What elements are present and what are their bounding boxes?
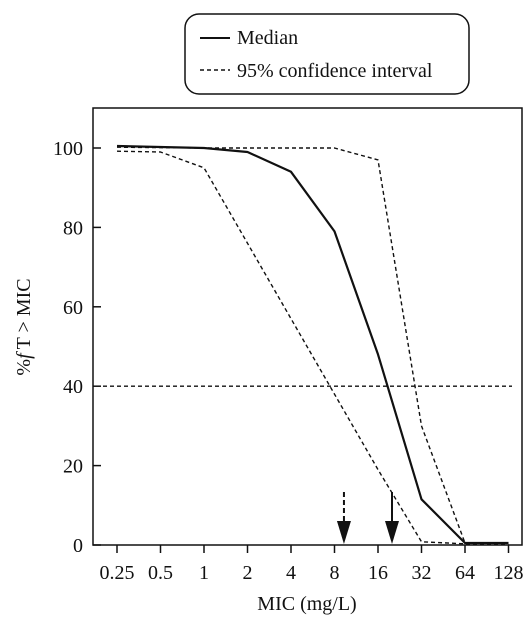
- series-layer: [116, 144, 509, 545]
- x-tick-label: 16: [368, 562, 388, 584]
- dashed-arrow-head: [336, 521, 351, 544]
- legend-median-label: Median: [237, 27, 298, 49]
- x-tick-label: 128: [494, 562, 524, 584]
- x-tick-label: 0.5: [148, 562, 173, 584]
- ci-lower-line: [116, 150, 509, 545]
- y-axis-title-rest: T > MIC: [13, 278, 35, 349]
- y-tick-label: 100: [53, 138, 83, 160]
- y-tick-label: 80: [63, 217, 83, 239]
- y-axis-title-f: f: [13, 351, 35, 359]
- x-tick-label: 32: [412, 562, 432, 584]
- y-axis-title: %f T > MIC: [13, 278, 35, 375]
- y-tick-label: 20: [63, 456, 83, 478]
- arrow-layer: [336, 492, 400, 544]
- ci-upper-line: [116, 146, 509, 544]
- legend-ci-label: 95% confidence interval: [237, 60, 433, 82]
- x-tick-label: 8: [330, 562, 340, 584]
- y-axis-title-prefix: %: [13, 359, 35, 376]
- y-tick-label: 0: [73, 535, 83, 557]
- y-tick-label: 60: [63, 297, 83, 319]
- x-tick-label: 1: [199, 562, 209, 584]
- x-axis: 0.25 0.5 1 2 4 8 16 32 64 128: [100, 545, 524, 584]
- legend: Median 95% confidence interval: [184, 13, 470, 95]
- x-tick-label: 0.25: [100, 562, 135, 584]
- plot-frame: [92, 107, 523, 546]
- y-tick-label: 40: [63, 376, 83, 398]
- legend-box: [184, 13, 470, 95]
- x-tick-label: 2: [243, 562, 253, 584]
- solid-arrow-head: [385, 521, 400, 544]
- x-axis-title: MIC (mg/L): [257, 593, 356, 615]
- median-line: [116, 144, 509, 545]
- x-tick-label: 4: [286, 562, 296, 584]
- x-tick-label: 64: [455, 562, 475, 584]
- y-axis: 0 20 40 60 80 100: [53, 138, 101, 557]
